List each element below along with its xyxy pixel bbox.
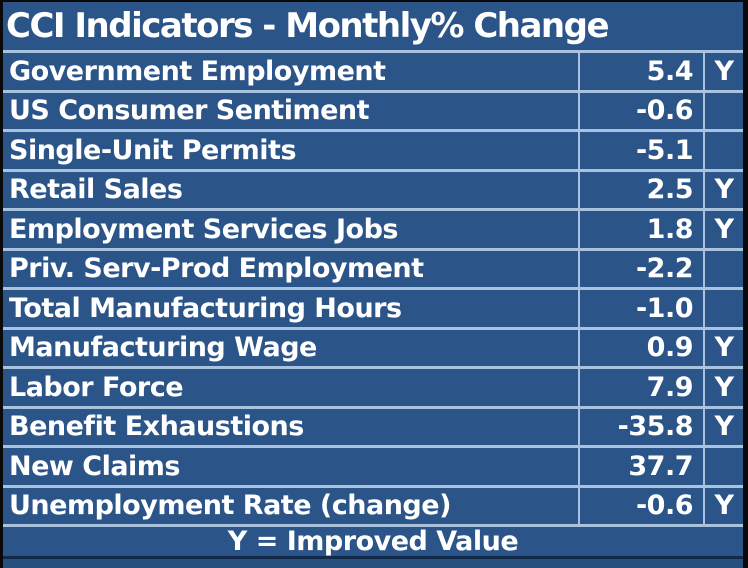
indicator-value: -2.2	[578, 250, 703, 287]
indicator-value: 1.8	[578, 211, 703, 248]
table-row: Benefit Exhaustions -35.8 Y	[3, 405, 743, 445]
improved-flag: Y	[703, 408, 743, 445]
indicator-value: -0.6	[578, 487, 703, 524]
table-row: Unemployment Rate (change) -0.6 Y	[3, 484, 743, 524]
table-row: Labor Force 7.9 Y	[3, 366, 743, 406]
indicator-label: Manufacturing Wage	[9, 332, 317, 364]
indicator-label: Unemployment Rate (change)	[9, 490, 451, 522]
table-row: Total Manufacturing Hours -1.0	[3, 287, 743, 327]
indicator-value: 37.7	[578, 448, 703, 485]
improved-flag	[703, 290, 743, 327]
bottom-border-band	[3, 556, 743, 568]
table-row: Government Employment 5.4 Y	[3, 50, 743, 90]
table-row: New Claims 37.7	[3, 445, 743, 485]
improved-flag	[703, 132, 743, 169]
improved-flag: Y	[703, 487, 743, 524]
indicator-value: 2.5	[578, 171, 703, 208]
improved-flag	[703, 250, 743, 287]
indicator-value: -35.8	[578, 408, 703, 445]
improved-flag: Y	[703, 369, 743, 406]
indicator-label: Retail Sales	[9, 174, 183, 206]
indicator-label: Employment Services Jobs	[9, 213, 399, 245]
table-row: US Consumer Sentiment -0.6	[3, 89, 743, 129]
table-row: Single-Unit Permits -5.1	[3, 129, 743, 169]
indicator-label: Benefit Exhaustions	[9, 411, 304, 443]
improved-flag: Y	[703, 171, 743, 208]
improved-flag: Y	[703, 329, 743, 366]
improved-flag	[703, 92, 743, 129]
indicator-value: -1.0	[578, 290, 703, 327]
table-row: Priv. Serv-Prod Employment -2.2	[3, 247, 743, 287]
indicator-label: Single-Unit Permits	[9, 134, 297, 166]
table-row: Retail Sales 2.5 Y	[3, 168, 743, 208]
indicator-label: Government Employment	[9, 55, 386, 87]
table-title: CCI Indicators - Monthly% Change	[6, 6, 610, 46]
indicator-value: -5.1	[578, 132, 703, 169]
indicator-label: Labor Force	[9, 371, 184, 403]
improved-flag	[703, 448, 743, 485]
table-row: Manufacturing Wage 0.9 Y	[3, 326, 743, 366]
legend-footer: Y = Improved Value	[3, 524, 743, 557]
indicator-value: -0.6	[578, 92, 703, 129]
table-row: Employment Services Jobs 1.8 Y	[3, 208, 743, 248]
indicator-value: 0.9	[578, 329, 703, 366]
indicator-label: Priv. Serv-Prod Employment	[9, 253, 424, 285]
table-body: Government Employment 5.4 Y US Consumer …	[3, 50, 743, 524]
indicator-value: 5.4	[578, 53, 703, 90]
indicator-label: US Consumer Sentiment	[9, 95, 370, 127]
indicator-value: 7.9	[578, 369, 703, 406]
improved-flag: Y	[703, 211, 743, 248]
improved-flag: Y	[703, 53, 743, 90]
indicator-label: New Claims	[9, 450, 181, 482]
indicator-label: Total Manufacturing Hours	[9, 292, 402, 324]
